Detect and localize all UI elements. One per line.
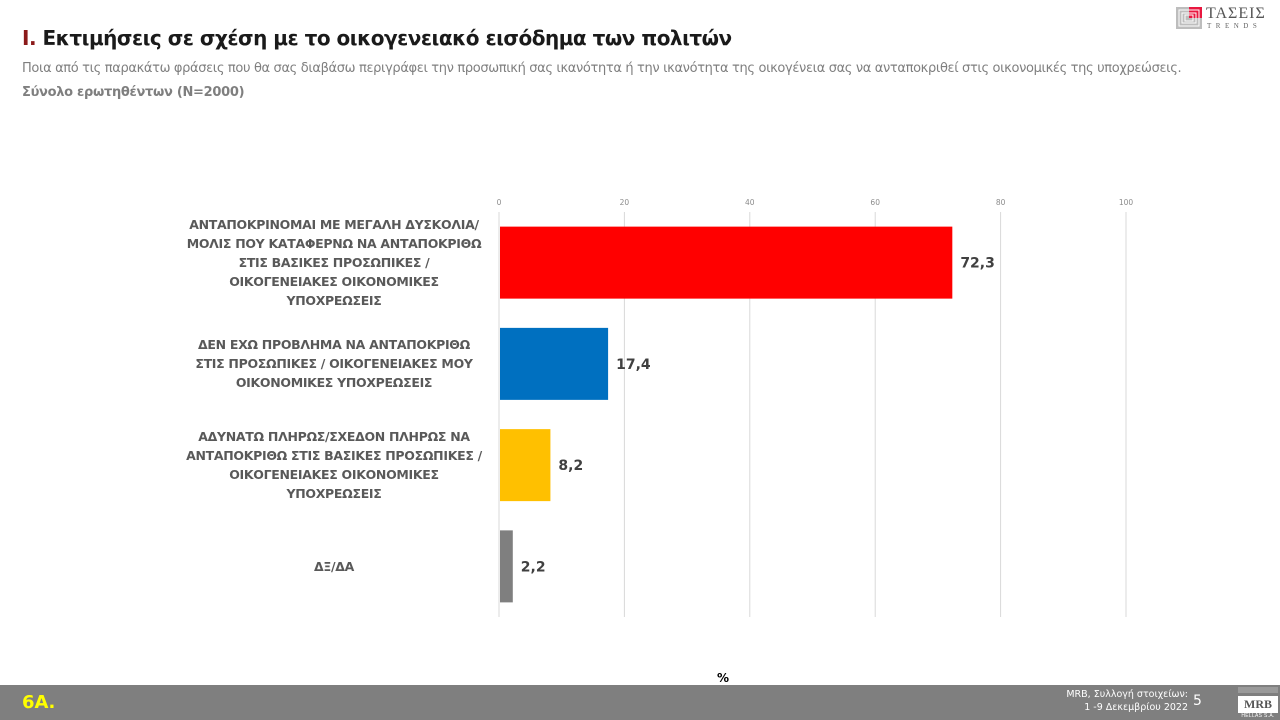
x-tick-label: 20 xyxy=(620,198,630,207)
source-note: MRB, Συλλογή στοιχείων: 1 -9 Δεκεμβρίου … xyxy=(1066,688,1188,714)
question-text: Ποια από τις παρακάτω φράσεις που θα σας… xyxy=(22,61,1182,76)
category-label: ΑΔΥΝΑΤΩ ΠΛΗΡΩΣ/ΣΧΕΔΟΝ ΠΛΗΡΩΣ ΝΑ ΑΝΤΑΠΟΚΡ… xyxy=(186,429,482,502)
mrb-logo-icon xyxy=(1238,687,1278,693)
bar xyxy=(500,429,551,502)
x-tick-label: 0 xyxy=(497,198,502,207)
section-number: I. xyxy=(22,26,37,50)
data-label: 8,2 xyxy=(558,458,583,474)
mrb-logo-sub: HELLAS S.A. xyxy=(1241,713,1275,719)
page-title: I. Εκτιμήσεις σε σχέση με το οικογενειακ… xyxy=(22,26,732,50)
x-tick-label: 80 xyxy=(996,198,1006,207)
footer-bar: 6Α. MRB, Συλλογή στοιχείων: 1 -9 Δεκεμβρ… xyxy=(0,685,1280,720)
mrb-logo: MRB HELLAS S.A. xyxy=(1236,685,1280,720)
base-text: Σύνολο ερωτηθέντων (Ν=2000) xyxy=(22,85,245,100)
category-label: ΑΝΤΑΠΟΚΡΙΝΟΜΑΙ ΜΕ ΜΕΓΑΛΗ ΔΥΣΚΟΛΙΑ/ΜΟΛΙΣ … xyxy=(186,217,482,309)
source-line-2: 1 -9 Δεκεμβρίου 2022 xyxy=(1084,702,1188,713)
x-tick-label: 100 xyxy=(1119,198,1134,207)
data-label: 72,3 xyxy=(960,256,995,272)
title-text: Εκτιμήσεις σε σχέση με το οικογενειακό ε… xyxy=(42,26,733,50)
mrb-logo-text: MRB xyxy=(1238,696,1278,713)
bar xyxy=(500,327,609,400)
page-number: 5 xyxy=(1193,693,1202,709)
bar xyxy=(500,530,513,603)
logo-sub: TRENDS xyxy=(1207,22,1262,30)
bar xyxy=(500,226,953,299)
data-label: 17,4 xyxy=(616,357,651,373)
slide-code: 6Α. xyxy=(22,692,56,713)
category-label: ΔΕΝ ΕΧΩ ΠΡΟΒΛΗΜΑ ΝΑ ΑΝΤΑΠΟΚΡΙΘΩ ΣΤΙΣ ΠΡΟ… xyxy=(195,337,473,391)
taseis-logo: ΤΑΣΕΙΣ TRENDS xyxy=(1176,5,1276,31)
logo-word: ΤΑΣΕΙΣ xyxy=(1206,5,1266,22)
data-label: 2,2 xyxy=(521,559,546,575)
x-axis-label: % xyxy=(717,671,730,685)
x-tick-label: 40 xyxy=(745,198,755,207)
category-label: ΔΞ/ΔΑ xyxy=(314,558,354,574)
source-line-1: MRB, Συλλογή στοιχείων: xyxy=(1066,689,1188,700)
x-tick-label: 60 xyxy=(870,198,880,207)
taseis-logo-icon xyxy=(1176,7,1202,29)
